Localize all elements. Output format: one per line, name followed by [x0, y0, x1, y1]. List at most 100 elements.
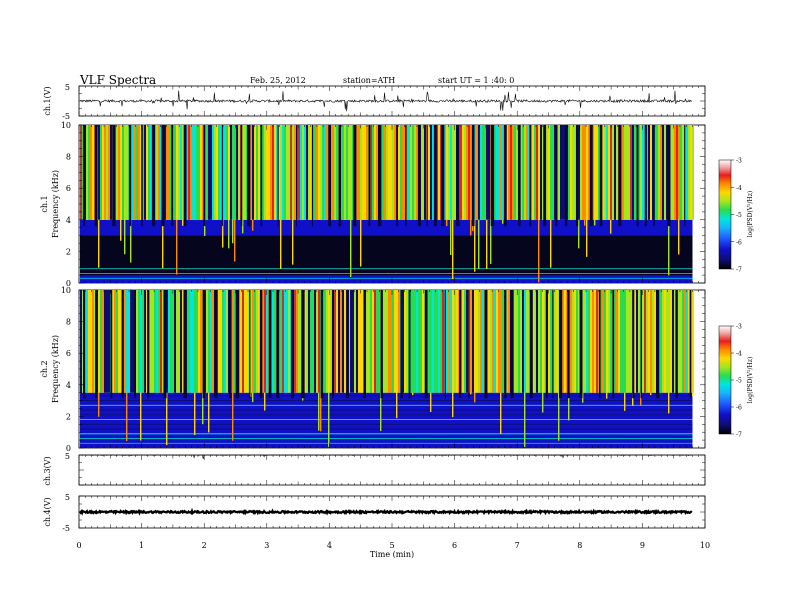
spectrogram-column: [538, 290, 540, 393]
spectrogram-gap: [331, 290, 335, 399]
spectrogram-gap: [579, 290, 583, 399]
freq-tick-label: 6: [66, 349, 71, 358]
spectrogram-column: [316, 125, 318, 220]
spectrogram-column: [632, 125, 634, 220]
spectrogram-column: [300, 290, 302, 393]
spectrogram-column: [176, 219, 178, 275]
spectrogram-column: [140, 392, 142, 441]
spectrogram-gap: [260, 125, 263, 227]
spectrogram-column: [266, 290, 268, 393]
spectrogram-column: [156, 290, 158, 393]
freq-tick-label: 10: [61, 121, 71, 130]
spectrogram-column: [668, 290, 670, 393]
spectrogram-column: [220, 125, 222, 220]
spectrogram-gap: [183, 125, 187, 227]
spectrogram-column: [360, 290, 362, 393]
freq-tick-label: 10: [61, 286, 71, 295]
spectrogram-column: [320, 392, 322, 432]
spectrogram-column: [406, 125, 408, 220]
spectrogram-column: [584, 290, 586, 393]
spectrogram-column: [192, 290, 194, 393]
spectrogram-column: [538, 219, 540, 283]
freq-tick-label: 0: [66, 279, 71, 288]
spectrogram-column: [350, 125, 352, 220]
spectrogram-column: [662, 125, 664, 220]
spectrogram-column: [400, 125, 402, 220]
spectrogram-column: [606, 392, 608, 399]
spectrogram-column: [664, 125, 666, 220]
spectrogram-gap: [612, 290, 615, 399]
spectrogram-column: [482, 290, 484, 393]
spectrogram-column: [166, 392, 168, 446]
spectrogram-column: [128, 125, 130, 220]
spectrogram-column: [350, 290, 352, 393]
spectrogram-gap: [510, 290, 514, 399]
spectrogram-column: [408, 125, 410, 220]
spectrogram-column: [130, 290, 132, 393]
colorbar-tick-label: -4: [736, 185, 742, 192]
spectrogram-column: [186, 290, 188, 393]
spectrogram-gap: [640, 290, 642, 399]
spectrogram-column: [522, 290, 524, 393]
x-tick-label: 8: [577, 541, 582, 550]
spectrogram-gap: [121, 290, 124, 399]
spectrogram-gap: [598, 290, 601, 399]
spectrogram-column: [654, 125, 656, 220]
spectrogram-column: [106, 290, 108, 393]
spectrogram-column: [168, 125, 170, 220]
spectrogram-column: [588, 290, 590, 393]
spectrogram-column: [528, 125, 530, 220]
spectrogram-gap: [468, 290, 470, 399]
spectrogram-column: [132, 125, 134, 220]
spectrogram-column: [98, 290, 100, 393]
spectrogram-column: [208, 392, 210, 433]
spectrogram-column: [398, 290, 400, 393]
spectrogram-column: [464, 125, 466, 220]
spectrogram-column: [608, 125, 610, 220]
spectrogram-column: [360, 219, 362, 267]
spectrogram-gap: [320, 290, 324, 399]
spectrogram-column: [256, 290, 258, 393]
spectrogram-column: [648, 125, 650, 220]
spectrogram-column: [178, 125, 180, 220]
spectrogram-column: [630, 290, 632, 393]
spectrogram-column: [432, 125, 434, 220]
spectrogram-column: [232, 125, 234, 220]
spectrogram-column: [194, 125, 196, 220]
spectrogram-column: [174, 125, 176, 220]
spectrogram-column: [450, 219, 452, 255]
spectrogram-gap: [575, 125, 579, 227]
spectrogram-column: [440, 125, 442, 220]
spectrogram-column: [682, 125, 684, 220]
spectrogram-column: [358, 290, 360, 393]
spectrogram-column: [442, 290, 444, 393]
spectrogram-column: [640, 392, 642, 406]
spectrogram-column: [446, 125, 448, 220]
freq-tick-label: 2: [66, 412, 71, 421]
spectrogram-column: [310, 290, 312, 393]
spectrogram-column: [592, 125, 594, 220]
spectrogram-column: [232, 219, 234, 244]
spectrogram-column: [438, 290, 440, 393]
spectrogram-gap: [129, 125, 132, 227]
spectrogram-gap: [441, 125, 445, 227]
spectrogram-column: [668, 219, 670, 276]
spectrogram-column: [502, 219, 504, 224]
spectrogram-column: [298, 290, 300, 393]
ch4-y-tick-bottom: -5: [62, 524, 70, 533]
spectrogram-column: [126, 392, 128, 442]
spectrogram-column: [190, 125, 192, 220]
spectrogram-gap: [202, 290, 205, 399]
ch4-waveform-ylabel: ch.4(V): [43, 497, 52, 526]
spectrogram-column: [384, 125, 386, 220]
spectrogram-column: [578, 219, 580, 249]
spectrogram-gap: [83, 290, 86, 399]
spectrogram-column: [496, 290, 498, 393]
spectrogram-column: [94, 290, 96, 393]
spectrogram-column: [524, 125, 526, 220]
spectrogram-column: [288, 290, 290, 393]
spectrogram-column: [540, 125, 542, 220]
spectrogram-column: [146, 290, 148, 393]
freq-tick-label: 0: [66, 444, 71, 453]
spectrogram-column: [182, 219, 184, 226]
